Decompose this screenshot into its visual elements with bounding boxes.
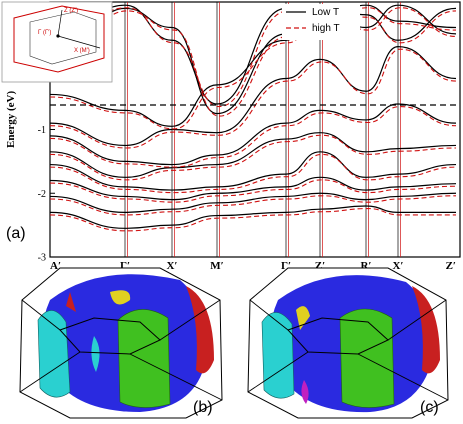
- y-axis-label: Energy (eV): [5, 91, 17, 148]
- panel-b-label: (b): [193, 399, 213, 416]
- k-point-label: X′: [392, 260, 403, 272]
- fs-c-magenta-pocket: [301, 380, 309, 404]
- bz-outer-edge: [13, 5, 105, 73]
- fs-c-edge-1: [249, 299, 289, 331]
- bz-inner-edge: [29, 11, 97, 65]
- y-tick-label: -1: [38, 125, 46, 136]
- low-t-band-curve: [49, 151, 457, 191]
- fs-b-cyan-spindle: [91, 336, 100, 372]
- fs-b-edge-4: [129, 353, 223, 401]
- k-point-label: Γ′: [281, 260, 291, 272]
- panel-a-label: (a): [6, 225, 26, 242]
- k-point-label: R′: [360, 260, 371, 272]
- fs-c-edge-4: [357, 353, 449, 401]
- low-t-band-curve: [49, 132, 457, 178]
- high-t-band-curve: [49, 134, 457, 181]
- fs-c-red-sheet: [412, 286, 440, 374]
- bz-label-z: Z (Z′): [64, 8, 78, 14]
- legend-label-low-t: Low T: [312, 7, 339, 18]
- band-structure-plot: 0-1-2-3 A′Γ′X′M′Γ′Z′R′X′Z′ Energy (eV) (…: [5, 1, 461, 272]
- fs-b-edge-2: [159, 299, 221, 341]
- inset-frame: [1, 1, 113, 83]
- legend: Low T high T: [282, 4, 360, 40]
- fs-b-yellow-pocket: [110, 290, 131, 305]
- fs-c-edge-2: [387, 299, 447, 341]
- low-t-band-curve: [49, 176, 457, 201]
- fs-c-yellow-sheet: [296, 306, 310, 330]
- high-t-band-curve: [49, 7, 457, 108]
- fs-b-green-sheet: [117, 309, 171, 408]
- k-point-label: Γ′: [120, 260, 130, 272]
- bz-label-gamma: Γ (Γ′): [38, 30, 51, 36]
- panel-c-label: (c): [420, 399, 439, 416]
- k-point-label: M′: [210, 260, 223, 272]
- high-t-band-curve: [49, 105, 457, 168]
- gamma-x-path: [57, 35, 101, 49]
- legend-box: [282, 4, 360, 40]
- low-t-band-curve: [49, 4, 457, 127]
- gamma-point-dot: [56, 34, 60, 38]
- bz-label-x: X (M′): [74, 48, 90, 54]
- low-t-band-curve: [49, 192, 457, 213]
- low-t-band-curve: [49, 103, 457, 166]
- k-point-label: X′: [166, 260, 177, 272]
- fs-c-cyan-sheet-left: [261, 312, 295, 399]
- fermi-surface-b: (b): [19, 267, 223, 419]
- fs-b-edge-1: [21, 299, 61, 331]
- high-t-band-curve: [49, 153, 457, 194]
- y-tick-label: -3: [38, 253, 46, 264]
- y-tick-label: -2: [38, 189, 46, 200]
- fs-b-cyan-sheet-left: [37, 310, 71, 398]
- k-point-label: Z′: [315, 260, 325, 272]
- high-t-band-curve: [49, 179, 457, 203]
- low-t-band-curve: [49, 46, 457, 147]
- fs-b-red-sheet: [186, 286, 214, 374]
- k-point-labels: A′ Γ′ X′ M′ Γ′ Z′ R′ X′ Z′: [50, 260, 456, 272]
- brillouin-zone-inset: Z (Z′) Γ (Γ′) X (M′): [1, 1, 113, 83]
- gamma-z-path: [57, 9, 63, 37]
- fs-b-edge-3: [19, 351, 81, 393]
- fs-c-edge-3: [247, 351, 309, 393]
- high-t-bands: [49, 7, 457, 232]
- k-point-label: Z′: [446, 260, 456, 272]
- low-t-band-curve: [49, 205, 456, 229]
- k-point-label: A′: [50, 260, 61, 272]
- legend-label-high-t: high T: [312, 23, 340, 34]
- low-t-band-curve: [49, 4, 457, 105]
- high-t-band-curve: [49, 7, 457, 117]
- fermi-surface-c: (c): [247, 267, 449, 419]
- fs-b-red-pocket: [66, 292, 76, 312]
- high-t-band-curve: [49, 7, 457, 130]
- high-t-band-curve: [49, 195, 457, 216]
- low-t-bands: [49, 4, 457, 229]
